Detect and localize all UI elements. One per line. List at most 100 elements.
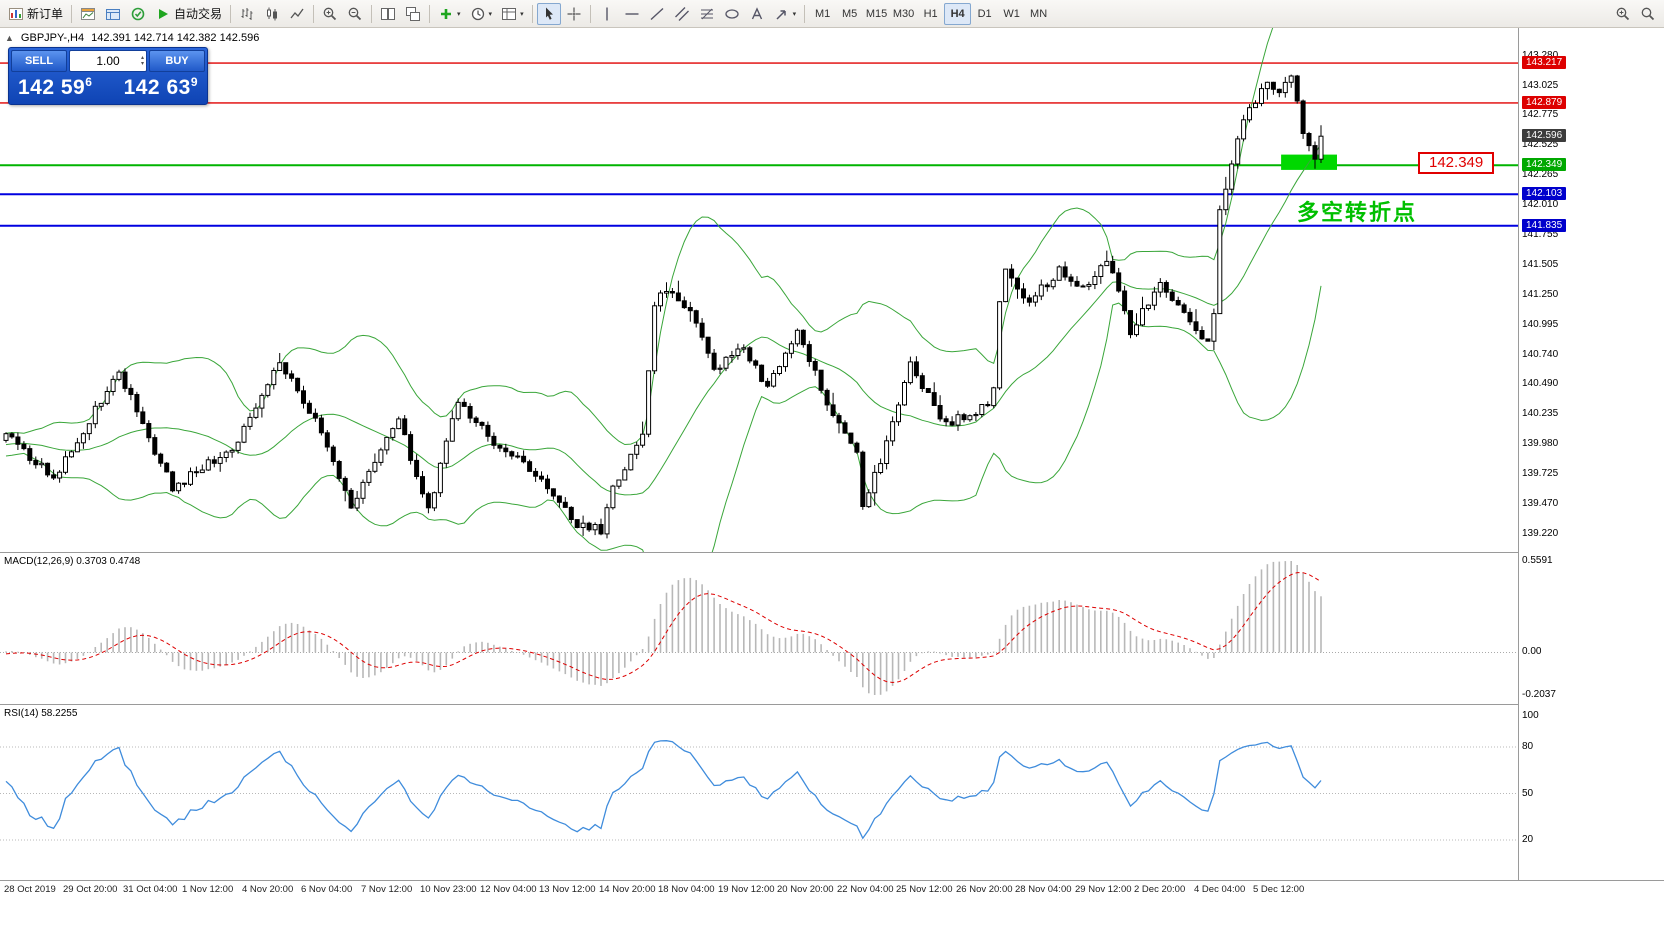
new-order-button-label: 新订单 xyxy=(27,7,64,21)
macd-canvas[interactable] xyxy=(0,553,1518,703)
ask-price: 142 639 xyxy=(123,74,198,99)
arrow-icon xyxy=(776,9,786,20)
data-window-button[interactable] xyxy=(126,3,150,25)
time-label: 1 Nov 12:00 xyxy=(182,884,234,895)
price-tag: 142.349 xyxy=(1522,158,1567,171)
price-tick: 141.505 xyxy=(1522,259,1559,270)
time-label: 29 Nov 12:00 xyxy=(1075,884,1132,895)
chart-note[interactable]: 多空转折点 xyxy=(1297,200,1418,225)
price-tick: 142.265 xyxy=(1522,169,1559,180)
volume-stepper[interactable]: ▴ ▾ xyxy=(141,51,144,71)
crosshair-button[interactable] xyxy=(562,3,586,25)
indicators-button[interactable]: ▾ xyxy=(434,3,465,25)
rsi-canvas[interactable] xyxy=(0,705,1518,879)
main-chart-pane[interactable] xyxy=(0,0,1518,624)
shapes-button[interactable] xyxy=(720,3,744,25)
price-tick: 142.775 xyxy=(1522,109,1559,120)
time-label: 25 Nov 12:00 xyxy=(896,884,953,895)
new-order-icon xyxy=(9,7,23,20)
candlestick-chart-button[interactable] xyxy=(260,3,284,25)
chevron-down-icon: ▾ xyxy=(792,10,797,18)
timeframe-m5[interactable]: M5 xyxy=(841,7,858,20)
candlestick-icon xyxy=(267,7,278,20)
shapes-icon xyxy=(724,8,739,19)
macd-scale-zero: 0.00 xyxy=(1522,646,1542,657)
price-scale[interactable]: 143.280 143.025 142.775 142.525 142.265 142.0… xyxy=(1519,28,1664,880)
auto-trading-button[interactable]: 自动交易 xyxy=(151,3,226,25)
horizontal-line-button[interactable] xyxy=(620,3,644,25)
price-tick: 139.980 xyxy=(1522,438,1559,449)
cascade-windows-icon xyxy=(406,6,421,21)
timeframe-h4[interactable]: H4 xyxy=(944,2,972,25)
rsi-line xyxy=(5,740,1322,840)
price-tick: 142.525 xyxy=(1522,139,1559,150)
periods-button[interactable]: ▾ xyxy=(466,3,497,25)
cursor-button[interactable] xyxy=(536,2,561,25)
time-label: 28 Nov 04:00 xyxy=(1015,884,1072,895)
rsi-scale-level: 100 xyxy=(1522,710,1539,721)
volume-input[interactable]: 1.00 ▴ ▾ xyxy=(69,50,147,72)
rsi-pane[interactable] xyxy=(0,705,1518,879)
pane-separator[interactable] xyxy=(0,704,1664,705)
one-click-collapse-icon[interactable]: ▲ xyxy=(5,33,14,43)
timeframe-d1[interactable]: D1 xyxy=(977,7,992,20)
text-button[interactable] xyxy=(745,3,769,25)
sell-button[interactable]: SELL xyxy=(11,50,67,72)
clock-icon xyxy=(471,7,484,20)
time-label: 6 Nov 04:00 xyxy=(301,884,353,895)
timeframe-m15[interactable]: M15 xyxy=(865,7,888,20)
play-icon xyxy=(159,8,169,19)
price-tag: 142.879 xyxy=(1522,96,1567,109)
pane-separator[interactable] xyxy=(0,552,1664,553)
arrows-button[interactable]: ▾ xyxy=(770,3,801,25)
time-label: 13 Nov 12:00 xyxy=(539,884,596,895)
time-axis[interactable]: 28 Oct 2019 29 Oct 20:00 31 Oct 04:00 1 Nov… xyxy=(0,881,1664,899)
zoom-in-icon xyxy=(323,7,337,20)
time-label: 14 Nov 20:00 xyxy=(599,884,656,895)
bar-chart-button[interactable] xyxy=(235,3,259,25)
search-button[interactable] xyxy=(1636,3,1660,25)
new-chart-button[interactable] xyxy=(76,3,100,25)
search-plus-button[interactable] xyxy=(1611,3,1635,25)
horizontal-line-icon xyxy=(625,12,639,15)
toolbar: 新订单 自动交易 ▾ ▾ ▾ ▾ M1 M5 M15 M30 H1 H4 D1 W1 MN xyxy=(0,0,1664,28)
indicator-plus-icon xyxy=(441,8,452,19)
price-tick: 139.725 xyxy=(1522,468,1559,479)
price-tag: 142.103 xyxy=(1522,187,1567,200)
toolbar-separator xyxy=(371,4,373,23)
chevron-down-icon: ▾ xyxy=(520,10,524,18)
zoom-out-button[interactable] xyxy=(343,3,367,25)
macd-indicator-label: MACD(12,26,9) 0.3703 0.4748 xyxy=(4,556,141,567)
price-tick: 143.025 xyxy=(1522,80,1559,91)
trendline-button[interactable] xyxy=(645,3,669,25)
new-order-button[interactable]: 新订单 xyxy=(4,3,67,25)
buy-button[interactable]: BUY xyxy=(149,50,205,72)
timeframe-h1[interactable]: H1 xyxy=(923,7,938,20)
line-chart-button[interactable] xyxy=(285,3,309,25)
price-tick: 140.235 xyxy=(1522,408,1559,419)
timeframe-mn[interactable]: MN xyxy=(1030,7,1048,20)
cascade-windows-button[interactable] xyxy=(401,3,425,25)
time-label: 7 Nov 12:00 xyxy=(361,884,413,895)
stepper-down-icon[interactable]: ▾ xyxy=(140,61,144,67)
stepper-up-icon[interactable]: ▴ xyxy=(140,55,144,61)
tile-windows-button[interactable] xyxy=(376,3,400,25)
time-label: 5 Dec 12:00 xyxy=(1253,884,1305,895)
vertical-line-button[interactable] xyxy=(595,3,619,25)
timeframe-w1[interactable]: W1 xyxy=(1003,7,1020,20)
templates-button[interactable]: ▾ xyxy=(497,3,528,25)
timeframe-m30[interactable]: M30 xyxy=(892,7,915,20)
price-chart-canvas[interactable] xyxy=(0,0,1518,624)
price-tag: 143.217 xyxy=(1522,56,1567,69)
channel-button[interactable] xyxy=(670,3,694,25)
time-label: 19 Nov 12:00 xyxy=(718,884,775,895)
rsi-scale-level: 20 xyxy=(1522,834,1534,845)
macd-pane[interactable] xyxy=(0,553,1518,703)
zoom-in-button[interactable] xyxy=(318,3,342,25)
timeframe-m1[interactable]: M1 xyxy=(814,7,831,20)
toolbar-separator xyxy=(71,4,73,23)
price-alert-label[interactable]: 142.349 xyxy=(1418,152,1495,174)
fibonacci-button[interactable] xyxy=(695,3,719,25)
profiles-button[interactable] xyxy=(101,3,125,25)
